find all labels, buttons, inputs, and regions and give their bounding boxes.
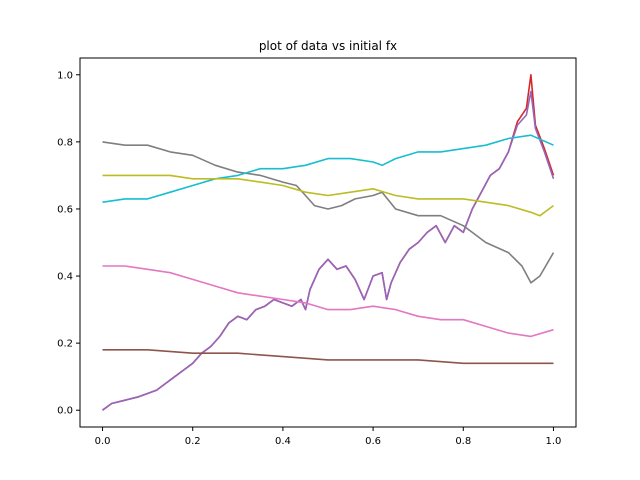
series-line-1 — [102, 90, 555, 411]
y-tick-label: 0.8 — [57, 137, 73, 148]
x-tick-label: 1.0 — [546, 436, 562, 447]
y-tick-label: 0.4 — [57, 272, 73, 283]
series-line-4 — [102, 174, 554, 217]
series-line-3 — [102, 134, 554, 203]
x-tick-label: 0.0 — [95, 436, 111, 447]
x-tick-label: 0.8 — [455, 436, 471, 447]
x-tick-label: 0.2 — [185, 436, 201, 447]
series-line-6 — [102, 348, 554, 365]
y-tick-label: 0.2 — [57, 339, 73, 350]
y-tick-label: 0.0 — [57, 406, 73, 417]
plot-lines — [102, 74, 555, 411]
x-axis: 0.0 0.2 0.4 0.6 0.8 1.0 — [95, 427, 562, 447]
series-line-5 — [102, 265, 554, 338]
y-axis: 0.0 0.2 0.4 0.6 0.8 1.0 — [57, 70, 80, 417]
series-line-2 — [102, 141, 555, 284]
y-tick-label: 1.0 — [57, 70, 73, 81]
x-tick-label: 0.4 — [275, 436, 291, 447]
chart-title: plot of data vs initial fx — [259, 39, 397, 53]
axes-frame — [79, 57, 577, 428]
x-tick-label: 0.6 — [365, 436, 381, 447]
y-tick-label: 0.6 — [57, 204, 73, 215]
